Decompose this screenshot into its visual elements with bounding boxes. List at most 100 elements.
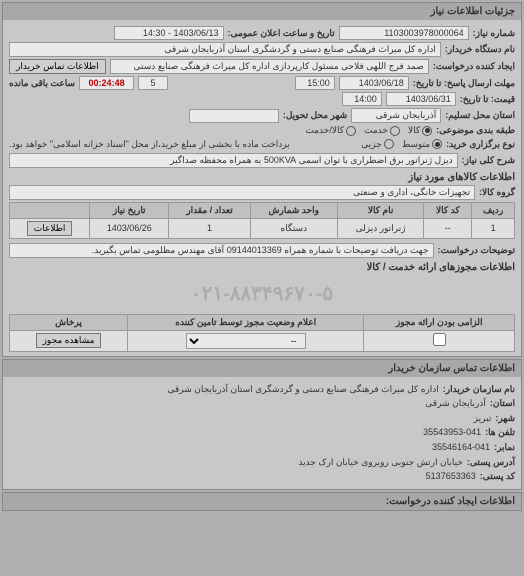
- permit-row: -- مشاهده مجوز: [10, 330, 515, 351]
- th-2: نام کالا: [337, 202, 424, 218]
- main-panel-title: جزئیات اطلاعات نیاز: [3, 3, 521, 20]
- contact-city-label: شهر:: [495, 412, 515, 425]
- deadline-date: 1403/06/18: [339, 76, 409, 90]
- radio-icon: [384, 139, 394, 149]
- contact-fax: 35546164-041: [432, 441, 490, 454]
- goods-info-title: اطلاعات کالاهای مورد نیاز: [9, 172, 515, 183]
- row-purchase-type: نوع برگزاری خرید: متوسط جزیی برداخت ماده…: [9, 138, 515, 151]
- permit-header-row: الزامی بودن ارائه مجوز اعلام وضعیت مجوز …: [10, 314, 515, 330]
- table-row: 1 -- ژنراتور دیزلی دستگاه 1 1403/06/26 ا…: [10, 218, 515, 238]
- td-0: 1: [472, 218, 515, 238]
- watermark-phone: ۰۲۱-۸۸۳۴۹۶۷۰-۵: [9, 275, 515, 312]
- contact-addr-label: آدرس پستی:: [467, 456, 515, 469]
- validity-date: 1403/06/31: [386, 92, 456, 106]
- contact-org: اداره کل میراث فرهنگی صنایع دستی و گردشگ…: [167, 383, 438, 396]
- row-deadline: مهلت ارسال پاسخ: تا تاریخ: 1403/06/18 15…: [9, 76, 515, 90]
- th-3: واحد شمارش: [250, 202, 337, 218]
- row-request-notes: توضیحات درخواست: جهت دریافت توضیحات با ش…: [9, 243, 515, 258]
- contact-panel-title: اطلاعات تماس سازمان خریدار: [3, 360, 521, 377]
- td-2: ژنراتور دیزلی: [337, 218, 424, 238]
- permits-title: اطلاعات مجوزهای ارائه خدمت / کالا: [9, 262, 515, 273]
- request-notes-value: جهت دریافت توضیحات با شماره همراه 091440…: [9, 243, 434, 258]
- goods-group-label: گروه کالا:: [479, 187, 515, 198]
- request-no-value: 1103003978000064: [339, 26, 469, 40]
- pth-2: پرخاش: [10, 314, 128, 330]
- row-validity: قیمت: تا تاریخ: 1403/06/31 14:00: [9, 92, 515, 106]
- ptd-1: --: [128, 330, 364, 351]
- main-panel-body: شماره نیاز: 1103003978000064 تاریخ و ساع…: [3, 20, 521, 356]
- permit-status-select[interactable]: --: [186, 333, 306, 349]
- goods-table: ردیف کد کالا نام کالا واحد شمارش تعداد /…: [9, 202, 515, 239]
- th-0: ردیف: [472, 202, 515, 218]
- budget-type-group: کالا خدمت کالا/خدمت: [305, 125, 432, 136]
- contact-panel-body: نام سازمان خریدار: اداره کل میراث فرهنگی…: [3, 377, 521, 489]
- contact-org-label: نام سازمان خریدار:: [443, 383, 515, 396]
- request-no-label: شماره نیاز:: [473, 28, 515, 39]
- delivery-place-label: استان محل تسلیم:: [445, 110, 515, 121]
- th-4: تعداد / مقدار: [169, 202, 250, 218]
- contact-addr-row: آدرس پستی: خیابان ارتش جنوبی روبروی خیاب…: [9, 456, 515, 469]
- goods-group-value: تجهیزات خانگی، اداری و صنعتی: [9, 185, 475, 200]
- row-main-desc: شرح کلی نیاز: دیزل ژنراتور برق اضطراری ب…: [9, 153, 515, 168]
- row-detail-button[interactable]: اطلاعات: [27, 221, 73, 236]
- countdown-time: 00:24:48: [79, 76, 134, 90]
- delivery-city-value: [189, 109, 279, 123]
- purchase-opt-2[interactable]: جزیی: [361, 139, 394, 150]
- budget-opt-1[interactable]: کالا: [408, 125, 432, 136]
- budget-type-label: طبقه بندی موضوعی:: [436, 125, 515, 136]
- ptd-0: [364, 330, 515, 351]
- contact-city-row: شهر: تبریز: [9, 412, 515, 425]
- buyer-org-label: نام دستگاه خریدار:: [445, 44, 515, 55]
- main-desc-value: دیزل ژنراتور برق اضطراری با توان اسمی 50…: [9, 153, 458, 168]
- contact-province: آذربایجان شرقی: [425, 397, 486, 410]
- contact-phone: 35543953-041: [423, 426, 481, 439]
- deadline-time: 15:00: [295, 76, 335, 90]
- purchase-opt-1[interactable]: متوسط: [402, 139, 442, 150]
- delivery-city-label: شهر محل تحویل:: [283, 110, 347, 121]
- requester-label: ایجاد کننده درخواست:: [433, 61, 515, 72]
- pth-1: اعلام وضعیت مجوز توسط تامین کننده: [128, 314, 364, 330]
- countdown-days: 5: [138, 76, 168, 90]
- td-4: 1: [169, 218, 250, 238]
- budget-opt-2[interactable]: خدمت: [364, 125, 400, 136]
- purchase-type-label: نوع برگزاری خرید:: [446, 139, 515, 150]
- budget-opt-3[interactable]: کالا/خدمت: [305, 125, 356, 136]
- delivery-place-value: آذربایجان شرقی: [351, 108, 441, 123]
- buyer-org-value: اداره کل میراث فرهنگی صنایع دستی و گردشگ…: [9, 42, 441, 57]
- announce-date-value: 1403/06/13 - 14:30: [114, 26, 224, 40]
- ptd-2: مشاهده مجوز: [10, 330, 128, 351]
- contact-fax-label: نمابر:: [494, 441, 515, 454]
- td-1: --: [424, 218, 472, 238]
- countdown-suffix: ساعت باقی مانده: [9, 78, 75, 89]
- row-request-no: شماره نیاز: 1103003978000064 تاریخ و ساع…: [9, 26, 515, 40]
- payment-note: برداخت ماده با بخشی از مبلغ خرید،از محل …: [9, 138, 290, 151]
- contact-province-label: استان:: [490, 397, 515, 410]
- main-desc-label: شرح کلی نیاز:: [462, 155, 515, 166]
- requester-value: صمد فرج اللهی فلاحی مسئول کارپردازی ادار…: [110, 59, 429, 74]
- creator-info-title: اطلاعات ایجاد کننده درخواست:: [3, 493, 521, 510]
- pth-0: الزامی بودن ارائه مجوز: [364, 314, 515, 330]
- contact-addr: خیابان ارتش جنوبی روبروی خیابان ارک جدید: [298, 456, 463, 469]
- contact-zip-label: کد پستی:: [480, 470, 515, 483]
- td-5: 1403/06/26: [90, 218, 169, 238]
- announce-date-label: تاریخ و ساعت اعلان عمومی:: [228, 28, 335, 39]
- row-budget-type: طبقه بندی موضوعی: کالا خدمت کالا/خدمت: [9, 125, 515, 136]
- view-permit-button[interactable]: مشاهده مجوز: [36, 333, 102, 348]
- request-notes-label: توضیحات درخواست:: [438, 245, 515, 256]
- radio-icon: [422, 126, 432, 136]
- deadline-label: مهلت ارسال پاسخ: تا تاریخ:: [413, 78, 515, 89]
- row-goods-group: گروه کالا: تجهیزات خانگی، اداری و صنعتی: [9, 185, 515, 200]
- row-delivery: استان محل تسلیم: آذربایجان شرقی شهر محل …: [9, 108, 515, 123]
- contact-zip: 5137653363: [426, 470, 476, 483]
- contact-fax-row: نمابر: 35546164-041: [9, 441, 515, 454]
- permit-table: الزامی بودن ارائه مجوز اعلام وضعیت مجوز …: [9, 314, 515, 352]
- permit-required-checkbox[interactable]: [433, 333, 446, 346]
- contact-buyer-button[interactable]: اطلاعات تماس خریدار: [9, 59, 106, 74]
- validity-time: 14:00: [342, 92, 382, 106]
- contact-zip-row: کد پستی: 5137653363: [9, 470, 515, 483]
- purchase-type-group: متوسط جزیی: [361, 139, 442, 150]
- radio-icon: [346, 126, 356, 136]
- table-header-row: ردیف کد کالا نام کالا واحد شمارش تعداد /…: [10, 202, 515, 218]
- contact-panel: اطلاعات تماس سازمان خریدار نام سازمان خر…: [2, 359, 522, 490]
- contact-phone-row: تلفن ها: 35543953-041: [9, 426, 515, 439]
